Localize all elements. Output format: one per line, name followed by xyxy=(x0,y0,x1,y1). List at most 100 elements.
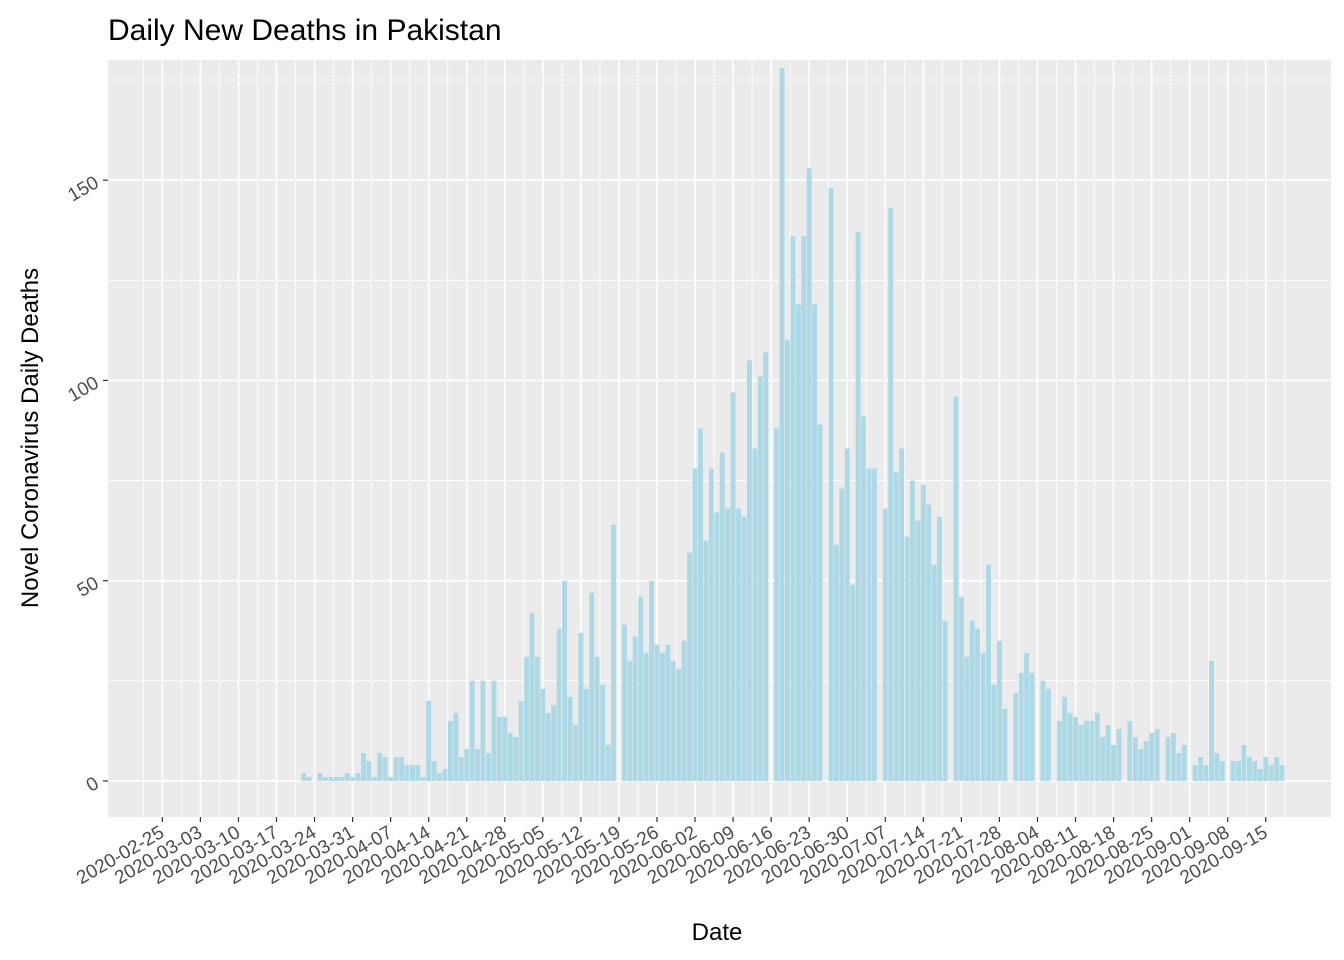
bar xyxy=(926,504,932,781)
bar xyxy=(958,596,964,781)
bar xyxy=(399,756,404,781)
bar xyxy=(638,596,644,781)
bar xyxy=(1056,720,1062,781)
bar xyxy=(518,700,524,781)
bar xyxy=(1203,764,1209,781)
bar xyxy=(322,776,328,781)
bar xyxy=(986,564,992,781)
bar xyxy=(844,448,850,781)
bar xyxy=(736,508,741,781)
bar xyxy=(513,736,519,781)
bar xyxy=(1268,764,1274,781)
bar xyxy=(795,304,801,781)
bar xyxy=(1241,744,1247,781)
bar xyxy=(741,516,747,781)
bar xyxy=(1236,760,1242,781)
bar xyxy=(888,208,894,781)
bar xyxy=(1247,756,1252,781)
bar xyxy=(415,764,421,781)
bar xyxy=(551,704,557,781)
bar xyxy=(670,660,676,781)
bar xyxy=(486,752,491,781)
bar xyxy=(790,236,796,781)
bar xyxy=(719,452,725,781)
bar xyxy=(328,776,334,781)
bar xyxy=(594,656,600,781)
bar xyxy=(757,376,763,781)
x-axis-title: Date xyxy=(692,919,743,946)
bar xyxy=(871,468,877,781)
bar xyxy=(1176,752,1182,781)
bar xyxy=(980,652,986,781)
bar xyxy=(366,760,372,781)
bar xyxy=(725,508,731,781)
bar xyxy=(1127,720,1133,781)
bar xyxy=(1078,724,1084,781)
bar xyxy=(1111,744,1117,781)
bar xyxy=(763,352,769,781)
bar xyxy=(567,696,573,781)
bar xyxy=(904,536,910,781)
bar xyxy=(589,592,595,781)
bar xyxy=(409,764,415,781)
bar xyxy=(833,544,839,781)
bar xyxy=(333,776,339,781)
bar xyxy=(350,776,356,781)
bar xyxy=(774,428,780,781)
bar xyxy=(344,772,350,781)
chart-title: Daily New Deaths in Pakistan xyxy=(108,14,502,47)
bar xyxy=(975,628,981,781)
bar xyxy=(545,712,551,781)
bar xyxy=(1067,712,1073,781)
bar xyxy=(382,756,388,781)
bar xyxy=(708,468,714,781)
bar xyxy=(583,688,589,781)
bar xyxy=(496,716,502,781)
bar xyxy=(480,680,486,781)
bar xyxy=(920,484,926,781)
bar xyxy=(1149,732,1155,781)
bar xyxy=(1263,756,1269,781)
bar xyxy=(1170,732,1176,781)
bar xyxy=(703,540,709,781)
bar xyxy=(866,468,872,781)
bar xyxy=(1018,672,1024,781)
bar xyxy=(812,304,818,781)
plot-panel xyxy=(108,60,1331,817)
bar xyxy=(1274,756,1280,781)
bar xyxy=(1062,696,1068,781)
bar xyxy=(1045,688,1051,781)
bar xyxy=(431,760,437,781)
bar xyxy=(649,580,655,781)
bar xyxy=(752,448,758,781)
bar xyxy=(654,644,660,781)
bar xyxy=(839,488,845,781)
bar xyxy=(1252,760,1258,781)
bar xyxy=(850,584,856,781)
bar xyxy=(1073,716,1078,781)
bar xyxy=(1040,680,1046,781)
bar xyxy=(1089,720,1095,781)
bar xyxy=(464,748,470,781)
bar xyxy=(1208,660,1214,781)
y-tick-label: 0 xyxy=(83,773,103,796)
bar xyxy=(1105,724,1111,781)
bar xyxy=(393,756,399,781)
bar xyxy=(529,612,535,781)
bar xyxy=(779,68,785,781)
bar xyxy=(447,720,453,781)
bar xyxy=(1165,736,1171,781)
bar xyxy=(801,236,807,781)
bar xyxy=(301,772,307,781)
y-axis-title: Novel Coronavirus Daily Deaths xyxy=(17,268,44,608)
bar xyxy=(910,480,915,781)
bar xyxy=(317,772,323,781)
bar xyxy=(475,748,481,781)
bar xyxy=(1279,764,1285,781)
bar xyxy=(991,684,997,781)
bar xyxy=(714,512,720,781)
y-tick-label: 100 xyxy=(65,373,103,407)
bar xyxy=(806,168,812,781)
bar xyxy=(562,580,568,781)
bar xyxy=(1094,712,1100,781)
